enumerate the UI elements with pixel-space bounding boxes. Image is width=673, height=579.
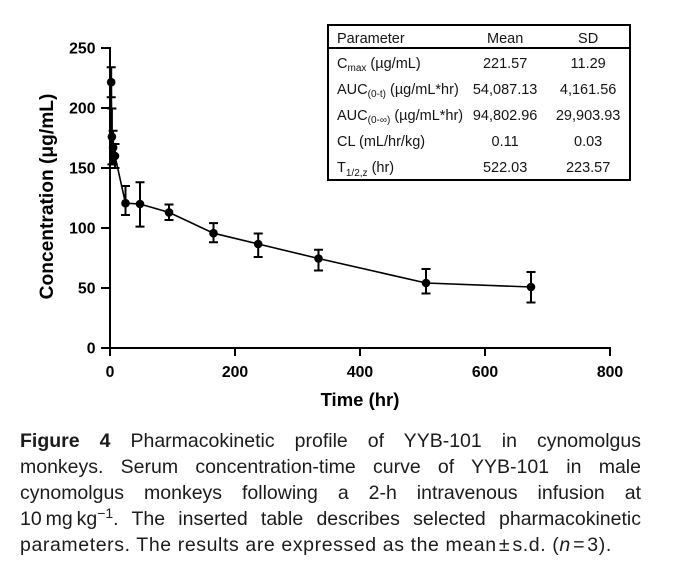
svg-text:250: 250 [69,41,96,58]
svg-text:800: 800 [597,364,624,381]
svg-text:Concentration (μg/mL): Concentration (μg/mL) [37,94,58,300]
svg-text:0: 0 [87,341,96,358]
svg-text:50: 50 [78,281,96,298]
svg-text:200: 200 [69,101,96,118]
svg-text:600: 600 [472,364,499,381]
svg-text:100: 100 [69,221,96,238]
svg-text:150: 150 [69,161,96,178]
svg-text:Time (hr): Time (hr) [321,389,400,410]
svg-text:0: 0 [106,364,115,381]
svg-text:400: 400 [347,364,374,381]
svg-text:200: 200 [222,364,249,381]
